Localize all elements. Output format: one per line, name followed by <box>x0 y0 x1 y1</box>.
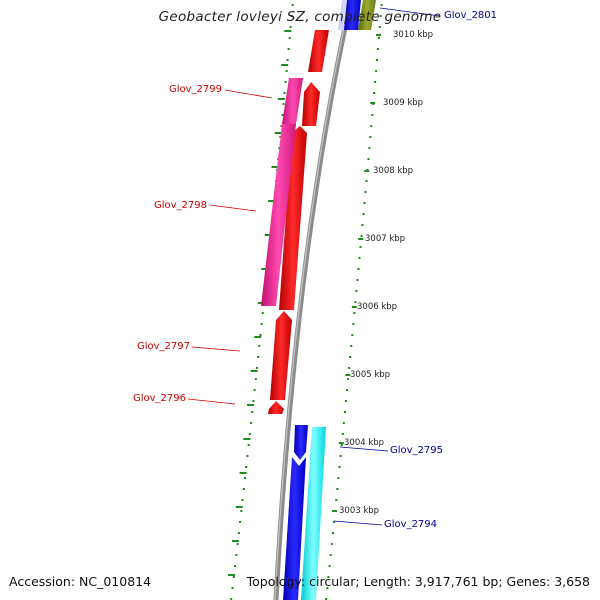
cds-reverse-top <box>308 30 329 72</box>
label-leaders <box>187 7 441 526</box>
gene-label-glov-2799[interactable]: Glov_2799 <box>169 84 222 95</box>
cds-forward-glov-2801 <box>344 0 361 30</box>
gene-label-glov-2798[interactable]: Glov_2798 <box>154 200 207 211</box>
gene-label-glov-2796[interactable]: Glov_2796 <box>133 393 186 404</box>
summary-text: Topology: circular; Length: 3,917,761 bp… <box>246 574 590 589</box>
map-title: Geobacter lovleyi SZ, complete genome <box>158 9 442 25</box>
scale-label-3003: 3003 kbp <box>339 506 379 516</box>
gene-label-glov-2801[interactable]: Glov_2801 <box>444 10 497 21</box>
accession-text: Accession: NC_010814 <box>9 574 152 589</box>
cds-forward-glov-2795 <box>294 425 308 460</box>
scale-label-3007: 3007 kbp <box>365 234 405 244</box>
cds-forward-glov-2794 <box>283 457 306 600</box>
genome-backbone-highlight <box>274 0 351 600</box>
cds-reverse-glov-2798 <box>279 126 307 310</box>
gene-label-glov-2794[interactable]: Glov_2794 <box>384 519 437 530</box>
cds-reverse-glov-2797 <box>270 311 292 400</box>
gene-reverse-glov-2799 <box>282 78 303 124</box>
gene-label-glov-2797[interactable]: Glov_2797 <box>137 341 190 352</box>
scale-label-3008: 3008 kbp <box>373 166 413 176</box>
scale-label-3006: 3006 kbp <box>357 302 397 312</box>
gene-label-glov-2795[interactable]: Glov_2795 <box>390 445 443 456</box>
inner-dotted-track <box>325 4 383 600</box>
scale-ticks <box>228 30 382 576</box>
scale-label-3005: 3005 kbp <box>350 370 390 380</box>
scale-label-3004: 3004 kbp <box>344 438 384 448</box>
scale-label-3010: 3010 kbp <box>393 30 433 40</box>
cds-reverse-glov-2796 <box>268 401 284 414</box>
gene-reverse-glov-2798 <box>261 124 296 306</box>
cds-reverse-glov-2799 <box>302 82 320 126</box>
genome-backbone <box>273 0 354 600</box>
scale-label-3009: 3009 kbp <box>383 98 423 108</box>
gene-forward-glov-2795 <box>301 427 326 600</box>
feature-olive-top <box>358 0 376 30</box>
